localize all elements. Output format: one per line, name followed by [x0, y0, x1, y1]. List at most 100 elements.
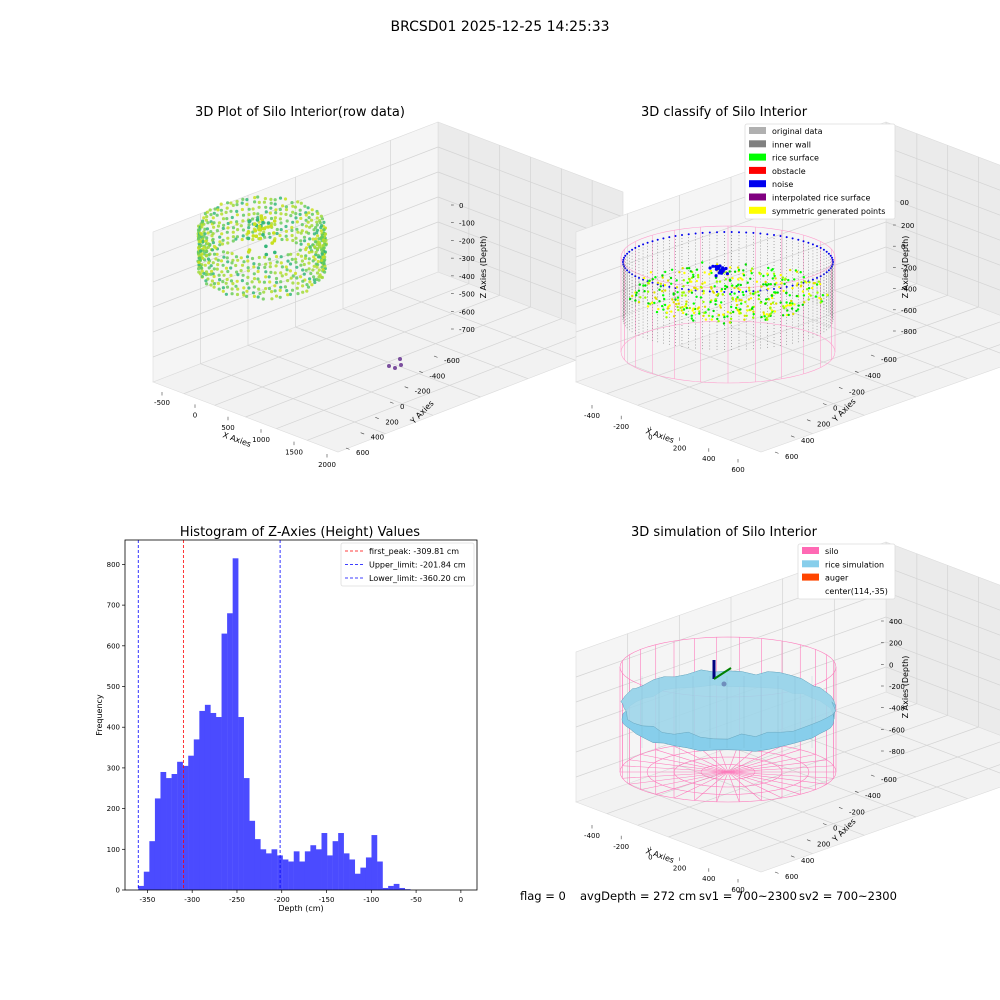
data-point: [196, 251, 201, 255]
data-point: [241, 234, 245, 238]
rice-surface-point: [709, 269, 713, 273]
data-point: [313, 240, 317, 244]
data-point: [226, 251, 230, 255]
data-point: [310, 208, 314, 212]
panel-title: 3D classify of Silo Interior: [641, 105, 808, 120]
data-point: [310, 224, 314, 228]
x-axis-tick-label: -400: [584, 832, 600, 840]
rice-surface-point: [655, 297, 658, 300]
noise-point: [745, 231, 748, 234]
data-point: [199, 249, 203, 253]
data-point: [229, 209, 233, 213]
rice-surface-point: [739, 308, 742, 311]
data-point: [212, 282, 217, 286]
histogram-bar: [321, 833, 328, 890]
tick-mark: [774, 871, 779, 874]
data-point: [241, 213, 246, 217]
data-point: [253, 196, 257, 200]
data-point: [319, 214, 323, 218]
raw-data-3d-plot: 3D Plot of Silo Interior(row data) -500 0 5…: [152, 105, 624, 469]
rice-surface-point: [765, 313, 769, 316]
legend-swatch: [749, 180, 766, 188]
data-point: [312, 278, 316, 282]
rice-surface-point: [748, 289, 751, 292]
data-point: [240, 237, 244, 242]
histogram-bar: [238, 717, 244, 890]
data-point: [255, 218, 260, 222]
data-point: [278, 288, 282, 292]
data-point: [264, 252, 269, 257]
data-point: [286, 253, 290, 257]
rice-surface-point: [646, 290, 650, 293]
data-point: [246, 266, 250, 270]
data-point: [236, 287, 240, 291]
rice-surface-point: [715, 280, 719, 283]
rice-surface-point: [704, 318, 708, 321]
grid-line: [885, 196, 1000, 241]
rice-surface-point: [688, 267, 691, 270]
data-point: [312, 275, 316, 279]
data-point: [226, 269, 230, 274]
noise-point: [752, 290, 755, 293]
noise-point: [752, 231, 755, 234]
rice-surface-point: [714, 298, 717, 301]
y-axis-tick-label: -600: [881, 356, 897, 364]
rice-surface-point: [803, 280, 806, 283]
grid-line: [437, 146, 624, 218]
histogram-bar: [138, 885, 145, 890]
noise-point: [766, 233, 769, 236]
data-point: [300, 223, 304, 227]
data-point: [317, 275, 321, 279]
data-point: [202, 271, 206, 275]
legend-swatch: [749, 206, 766, 214]
noise-point: [716, 290, 718, 293]
data-point: [264, 244, 268, 249]
rice-surface-point: [664, 270, 667, 274]
rice-surface-point: [762, 283, 765, 286]
x-axis-tick-label: -100: [363, 896, 379, 904]
rice-surface-point: [789, 268, 792, 272]
rice-surface-point: [771, 301, 775, 304]
data-point: [273, 250, 277, 255]
data-point: [313, 280, 317, 285]
data-point: [221, 286, 225, 290]
noise-point: [825, 271, 828, 274]
legend-label: auger: [825, 574, 849, 583]
data-point: [215, 267, 219, 271]
data-point: [235, 199, 239, 204]
rice-surface-point: [653, 301, 656, 305]
data-point: [235, 279, 239, 283]
rice-surface-point: [690, 314, 693, 317]
data-point: [308, 246, 312, 250]
legend-label: center(114,-35): [825, 587, 888, 596]
noise-point: [827, 269, 830, 272]
grid-line: [885, 146, 1000, 191]
data-point: [306, 220, 310, 224]
data-point: [304, 224, 308, 228]
rice-surface-point: [658, 300, 661, 303]
data-point: [279, 212, 283, 216]
rice-surface-point: [736, 308, 740, 312]
rice-surface-point: [662, 308, 665, 311]
rice-surface-point: [643, 290, 646, 293]
noise-point: [785, 285, 788, 288]
data-point: [236, 258, 240, 262]
data-point: [273, 222, 277, 227]
legend: first_peak: -309.81 cm Upper_limit: -201.…: [340, 542, 475, 587]
data-point: [251, 230, 255, 234]
z-axis-tick-label: -200: [459, 237, 475, 245]
rice-surface-point: [649, 271, 653, 274]
data-point: [274, 280, 279, 284]
data-point: [320, 275, 324, 280]
data-point: [258, 232, 262, 236]
data-point: [239, 269, 243, 273]
rice-surface-point: [767, 298, 771, 301]
histogram-bar: [171, 774, 178, 890]
data-point: [221, 250, 226, 254]
data-point: [201, 237, 205, 241]
rice-surface-point: [769, 306, 772, 310]
rice-surface-point: [758, 271, 761, 274]
rice-surface-point: [692, 275, 695, 278]
data-point: [253, 222, 257, 226]
data-point: [219, 202, 223, 206]
